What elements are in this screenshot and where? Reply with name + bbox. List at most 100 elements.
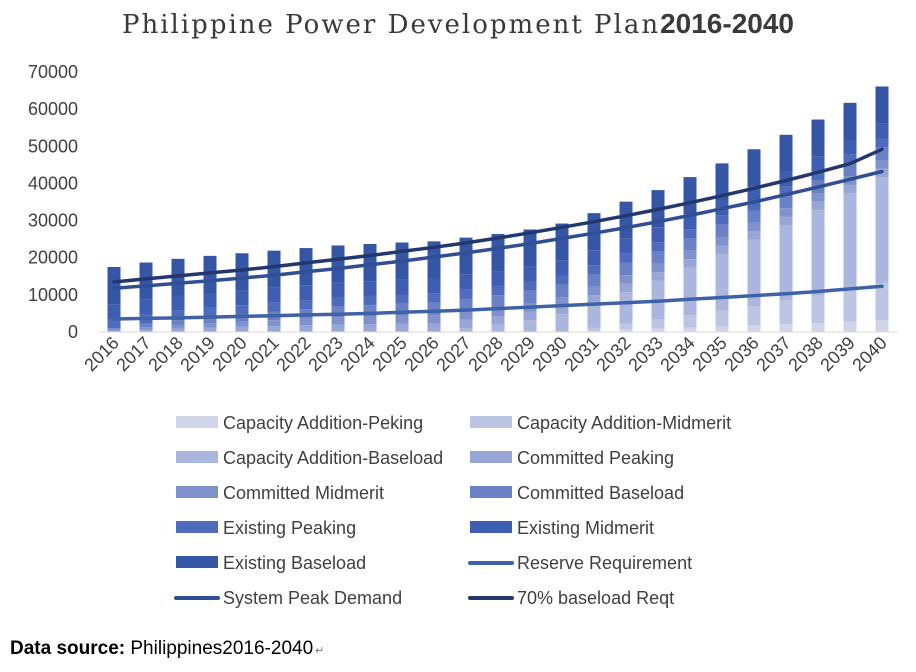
bar-segment — [875, 160, 889, 169]
bar-segment — [491, 316, 505, 325]
y-tick-label: 10000 — [28, 285, 78, 305]
bar-segment — [139, 323, 153, 328]
bar-segment — [875, 86, 889, 124]
bar-segment — [779, 186, 793, 197]
bar-segment — [555, 223, 569, 261]
bar-segment — [459, 298, 473, 312]
x-tick-label: 2037 — [752, 333, 794, 375]
legend-label: Capacity Addition-Midmerit — [517, 413, 731, 433]
series-line — [112, 284, 884, 321]
bar-segment — [875, 138, 889, 148]
bar-segment — [363, 324, 377, 332]
legend-swatch — [176, 556, 218, 568]
y-tick-label: 70000 — [28, 62, 78, 82]
bar-segment — [811, 210, 825, 296]
data-source-text: Philippines2016-2040 — [125, 638, 314, 659]
bar-segment — [555, 275, 569, 285]
bar-segment — [523, 281, 537, 291]
bar-segment — [683, 315, 697, 328]
bar-segment — [363, 305, 377, 317]
bar-segment — [491, 233, 505, 272]
bar-segment — [811, 323, 825, 332]
legend-swatch — [176, 521, 218, 533]
bar-segment — [875, 177, 889, 283]
bar-segment — [587, 330, 601, 332]
bar-segment — [203, 327, 217, 332]
legend-label: Committed Baseload — [517, 483, 684, 503]
x-tick-label: 2033 — [624, 333, 666, 375]
bar-segment — [107, 330, 121, 332]
bar-segment — [651, 272, 665, 281]
x-tick-label: 2036 — [720, 333, 762, 375]
legend-label: Committed Peaking — [517, 448, 674, 468]
bar-segment — [459, 328, 473, 332]
y-tick-label: 0 — [68, 322, 78, 342]
bar-segment — [747, 222, 761, 232]
bar-segment — [683, 177, 697, 215]
bar-segment — [235, 253, 249, 291]
bar-segment — [843, 139, 857, 155]
bar-segment — [427, 241, 441, 279]
bar-segment — [459, 311, 473, 320]
x-tick-label: 2038 — [784, 333, 826, 375]
bar-segment — [779, 216, 793, 226]
bar-segment — [267, 326, 281, 332]
bar-segment — [619, 238, 633, 254]
bar-segment — [523, 266, 537, 282]
bar-segment — [491, 324, 505, 332]
legend-label: Capacity Addition-Baseload — [223, 448, 443, 468]
legend-swatch — [176, 486, 218, 498]
bar-segment — [587, 265, 601, 275]
bar-segment — [715, 254, 729, 311]
bar-segment — [683, 327, 697, 332]
bar-segment — [171, 320, 185, 325]
bar-segment — [491, 271, 505, 286]
bar-segment — [843, 193, 857, 290]
bar-segment — [683, 259, 697, 268]
y-tick-label: 30000 — [28, 211, 78, 231]
bar-segment — [555, 305, 569, 315]
legend-swatch — [470, 451, 512, 463]
chart-title: Philippine Power Development Plan2016-20… — [0, 8, 916, 40]
bar-segment — [459, 289, 473, 299]
bar-segment — [107, 328, 121, 330]
bar-segment — [843, 164, 857, 177]
x-tick-label: 2039 — [816, 333, 858, 375]
bar-segment — [299, 318, 313, 326]
bar-segment — [459, 319, 473, 329]
bar-segment — [779, 208, 793, 217]
y-tick-label: 20000 — [28, 248, 78, 268]
bar-segment — [779, 134, 793, 172]
y-tick-label: 40000 — [28, 173, 78, 193]
bar-segment — [715, 224, 729, 237]
bar-segment — [331, 306, 345, 318]
bar-segment — [555, 297, 569, 306]
x-tick-label: 2040 — [848, 333, 890, 375]
x-tick-label: 2034 — [656, 333, 698, 375]
bar-segment — [235, 326, 249, 332]
bar-segment — [491, 295, 505, 308]
bar-segment — [619, 201, 633, 239]
bar-segment — [235, 321, 249, 327]
bar-segment — [715, 245, 729, 254]
bar-segment — [715, 215, 729, 225]
bar-segment — [747, 201, 761, 211]
legend-swatch — [176, 451, 218, 463]
bar-segment — [395, 294, 409, 304]
x-tick-label: 2027 — [432, 333, 474, 375]
x-tick-label: 2024 — [336, 333, 378, 375]
legend-swatch — [470, 486, 512, 498]
bar-segment — [683, 229, 697, 239]
bar-segment — [267, 320, 281, 327]
x-tick-label: 2023 — [304, 333, 346, 375]
bar-segment — [395, 315, 409, 324]
x-tick-label: 2022 — [272, 333, 314, 375]
bar-segment — [363, 295, 377, 306]
bar-segment — [523, 290, 537, 304]
bar-segment — [331, 297, 345, 307]
bar-segment — [619, 275, 633, 284]
bar-segment — [139, 299, 153, 315]
bar-segment — [619, 323, 633, 330]
bar-segment — [587, 286, 601, 296]
